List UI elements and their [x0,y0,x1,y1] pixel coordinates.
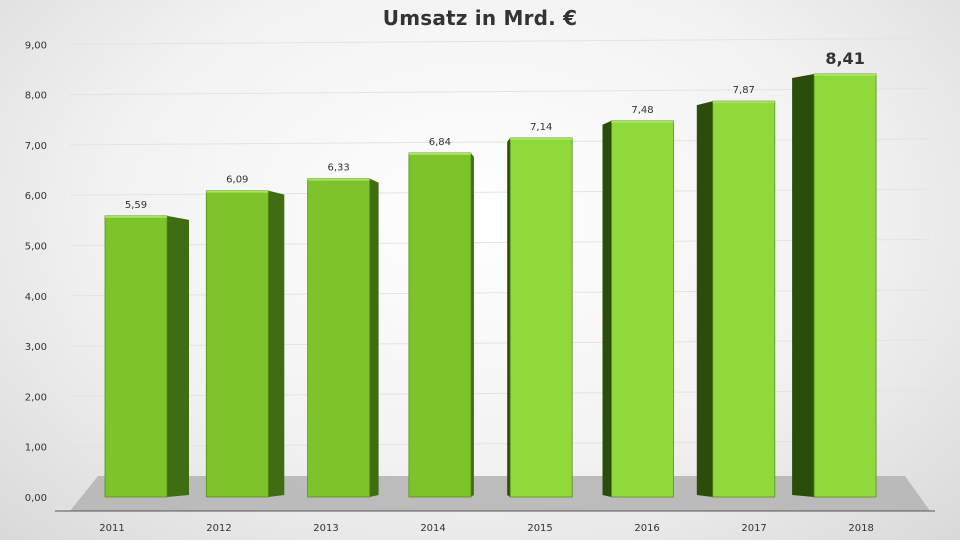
bar [408,152,474,498]
bar [792,73,877,498]
bar-value-label: 6,33 [327,163,349,174]
y-tick-label: 6,00 [25,191,47,202]
bar-top-face [307,178,370,181]
bar-front-face [813,73,877,498]
bar-front-face [712,100,776,498]
bar-side-face [792,73,815,498]
y-tick-label: 7,00 [25,141,47,152]
bar-top-face [408,152,471,155]
x-tick-label: 2012 [206,523,231,534]
bar [104,215,189,498]
x-tick-label: 2018 [848,523,873,534]
bar-side-face [369,178,379,497]
x-tick-label: 2013 [313,523,338,534]
bar-value-label: 7,14 [530,122,552,133]
y-tick-label: 8,00 [25,91,47,102]
bar-side-face [268,190,285,497]
axes: 0,00 1,00 2,00 3,00 4,00 5,00 6,00 7,00 8,00 9,00 [25,40,935,512]
bar-top-face [712,101,775,104]
bar-side-face [696,101,713,497]
bar-top-face [510,137,573,140]
bar-front-face [307,178,371,498]
bars [104,73,877,498]
bar [602,120,674,498]
bar-value-label: 5,59 [125,200,147,211]
bar [205,190,285,498]
bar-front-face [408,152,472,498]
bar-front-face [509,137,573,498]
bar-value-label: 7,87 [733,85,755,96]
y-tick-label: 4,00 [25,292,47,303]
gridline [69,88,931,96]
bar-front-face [205,190,269,498]
y-tick-label: 9,00 [25,40,47,51]
bar-top-face [611,120,674,123]
bar-top-face [206,190,269,193]
data-labels: 5,59 2011 6,09 2012 6,33 2013 6,84 2014 7,14 2015… [99,49,874,534]
y-tick-label: 3,00 [25,342,47,353]
x-tick-label: 2011 [99,523,124,534]
bar-side-face [470,152,474,497]
y-tick-label: 0,00 [25,493,47,504]
bar-side-face [507,137,511,497]
y-tick-label: 2,00 [25,392,47,403]
x-tick-label: 2014 [420,523,445,534]
bar-value-label: 7,48 [631,105,653,116]
chart-title: Umsatz in Mrd. € [382,6,578,30]
x-tick-label: 2016 [634,523,659,534]
bar [507,137,573,498]
bar-front-face [611,120,674,498]
bar [696,100,776,498]
x-tick-label: 2017 [741,523,766,534]
gridline [69,37,931,45]
bar-value-label: 6,84 [429,137,451,148]
bar-value-label: 8,41 [825,49,864,68]
y-tick-label: 1,00 [25,443,47,454]
bar-side-face [167,215,189,497]
bar-front-face [104,215,168,498]
x-tick-label: 2015 [527,523,552,534]
bar [307,178,379,498]
bar-top-face [814,73,877,76]
y-tick-label: 5,00 [25,242,47,253]
bar-top-face [105,215,167,218]
gridline [69,138,931,146]
bar-value-label: 6,09 [226,175,248,186]
bar-side-face [602,120,612,498]
